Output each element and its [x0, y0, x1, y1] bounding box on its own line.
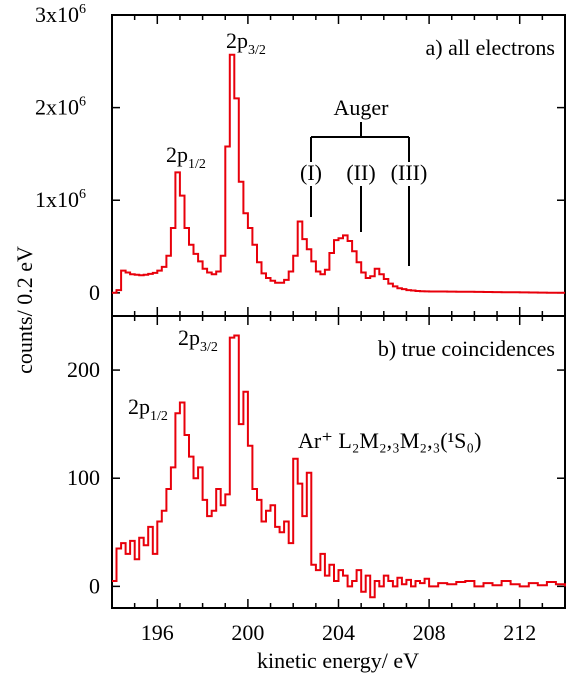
y-axis-label: counts/ 0.2 eV: [12, 246, 37, 374]
label-2p-3/2-b: 2p3/2: [178, 325, 218, 355]
label-2p-1/2-a: 2p1/2: [166, 142, 206, 172]
auger-label: Auger: [334, 95, 390, 120]
x-axis-label: kinetic energy/ eV: [257, 648, 419, 673]
y-tick-label-base: 2x10: [35, 95, 79, 120]
x-tick-label: 200: [231, 620, 264, 645]
series-line-b: [112, 334, 566, 599]
y-tick-label-a: 3x106: [35, 2, 86, 27]
y-tick-label-a: 2x106: [35, 95, 86, 120]
label-2p-3/2-a-subscript: 3/2: [248, 43, 266, 58]
y-tick-label-b: 200: [67, 357, 100, 382]
y-tick-label-base: 200: [67, 357, 100, 382]
y-tick-label-exponent: 6: [79, 2, 86, 17]
label-2p-3/2-a-base: 2p: [226, 28, 248, 53]
y-tick-label-b: 100: [67, 465, 100, 490]
auger-bracket: [310, 122, 410, 162]
auger-line-label: Ar⁺ L₂M₂,₃M₂,₃(¹S₀): [298, 428, 481, 453]
label-2p-1/2-b-subscript: 1/2: [150, 409, 168, 424]
panel-b: 0 100 200 b) true coincidences 196 200 204 208 2…: [67, 315, 566, 645]
label-2p-1/2-b: 2p1/2: [128, 394, 168, 424]
panel-title-b: b) true coincidences: [378, 336, 555, 361]
auger-label-II: (II): [346, 160, 375, 185]
y-tick-label-base: 3x10: [35, 2, 79, 27]
label-2p-3/2-b-base: 2p: [178, 325, 200, 350]
panel-title-a: a) all electrons: [426, 35, 556, 60]
x-tick-label: 204: [322, 620, 355, 645]
y-tick-label-b: 0: [89, 573, 100, 598]
y-tick-label-base: 0: [89, 280, 100, 305]
label-2p-3/2-a: 2p3/2: [226, 28, 266, 58]
y-tick-label-a: 0: [89, 280, 100, 305]
label-2p-1/2-a-base: 2p: [166, 142, 188, 167]
y-tick-label-base: 100: [67, 465, 100, 490]
x-tick-label: 212: [503, 620, 536, 645]
label-2p-1/2-a-subscript: 1/2: [188, 157, 206, 172]
label-2p-1/2-b-base: 2p: [128, 394, 150, 419]
auger-label-I: (I): [300, 160, 322, 185]
y-tick-label-base: 1x10: [35, 187, 79, 212]
x-tick-label: 208: [413, 620, 446, 645]
label-2p-3/2-b-subscript: 3/2: [200, 340, 218, 355]
y-tick-label-exponent: 6: [79, 187, 86, 202]
auger-label-III: (III): [391, 160, 428, 185]
x-tick-label: 196: [141, 620, 174, 645]
series-line-a: [112, 53, 565, 294]
y-tick-label-base: 0: [89, 573, 100, 598]
y-tick-label-a: 1x106: [35, 187, 86, 212]
y-tick-label-exponent: 6: [79, 95, 86, 110]
